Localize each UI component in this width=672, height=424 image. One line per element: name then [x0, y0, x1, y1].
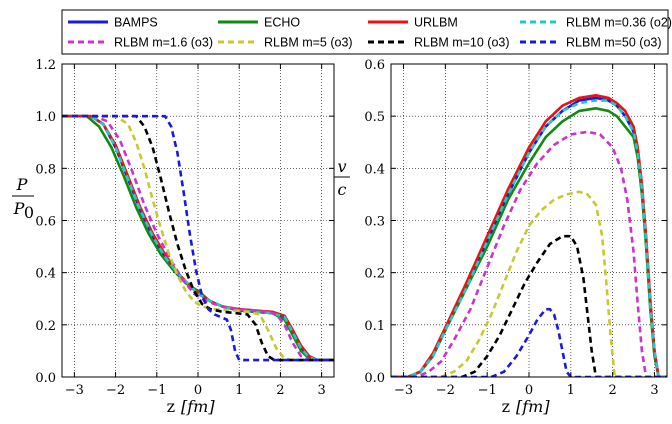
y-tick-label: 0.2 [35, 319, 56, 334]
y-tick-label: 0.5 [364, 110, 385, 125]
y-tick-label: 0.0 [364, 371, 385, 386]
y-tick-label: 0.4 [364, 162, 385, 177]
series-line-rlbm-m-0-36-o2- [391, 99, 667, 377]
series-line-rlbm-m-50-o3- [391, 307, 667, 377]
x-tick-label: −1 [478, 383, 497, 398]
x-tick-label: 2 [608, 383, 616, 398]
legend-label: RLBM m=0.36 (o2) [566, 16, 672, 30]
pressure-panel-ylabel: P P 0 [12, 175, 34, 222]
legend-frame [61, 9, 669, 55]
ylabel-denominator: c [338, 180, 347, 199]
legend-label: ECHO [264, 16, 300, 30]
legend-label: RLBM m=50 (o3) [566, 36, 662, 50]
ylabel-denominator-subscript: 0 [24, 203, 34, 222]
x-tick-label: 0 [525, 383, 533, 398]
y-tick-label: 0.0 [35, 371, 56, 386]
x-tick-label: −3 [65, 383, 84, 398]
series-group [391, 94, 667, 377]
y-tick-label: 0.4 [35, 267, 56, 282]
x-tick-label: 0 [194, 383, 202, 398]
x-tick-label: −2 [436, 383, 455, 398]
xlabel-unit: [fm] [516, 397, 550, 416]
ylabel-numerator: v [337, 157, 346, 176]
velocity-panel: −3 −2 −1 0 1 2 3 0.0 0.1 0.2 0.3 0.4 0.5 0.6 [364, 58, 668, 398]
series-group [62, 114, 334, 362]
velocity-panel-ylabel: v c [334, 157, 350, 199]
legend-label: RLBM m=1.6 (o3) [114, 36, 213, 50]
y-tick-label: 0.1 [364, 319, 385, 334]
legend-label: RLBM m=5 (o3) [264, 36, 353, 50]
series-line-rlbm-m-50-o3- [62, 114, 334, 362]
series-line-rlbm-m-10-o3- [62, 114, 334, 362]
ylabel-denominator: P [13, 199, 25, 218]
legend-label: BAMPS [114, 16, 158, 30]
y-tick-label: 1.2 [35, 58, 56, 73]
y-tick-label: 0.3 [364, 215, 385, 230]
x-tick-label: 3 [650, 383, 658, 398]
velocity-panel-xlabel: z [fm] [502, 397, 551, 416]
y-tick-label: 1.0 [35, 110, 56, 125]
series-line-rlbm-m-10-o3- [391, 234, 667, 377]
x-tick-label: −3 [394, 383, 413, 398]
legend: BAMPS ECHO URLBM RLBM m=0.36 (o2) RLBM m=1.6… [61, 9, 672, 55]
y-tick-label: 0.8 [35, 162, 56, 177]
x-tick-label: 1 [235, 383, 243, 398]
pressure-panel-xlabel: z [fm] [167, 397, 216, 416]
xlabel-unit: [fm] [181, 397, 215, 416]
legend-label: RLBM m=10 (o3) [414, 36, 510, 50]
series-line-rlbm-m-1-6-o3- [391, 130, 667, 377]
y-tick-label: 0.6 [35, 215, 56, 230]
series-line-rlbm-m-1-6-o3- [62, 114, 334, 362]
series-line-rlbm-m-5-o3- [391, 190, 667, 377]
xlabel-main: z [502, 397, 510, 416]
x-tick-label: 3 [317, 383, 325, 398]
y-tick-label: 0.6 [364, 58, 385, 73]
xlabel-main: z [167, 397, 175, 416]
legend-label: URLBM [414, 16, 458, 30]
ylabel-numerator: P [16, 175, 28, 194]
y-tick-label: 0.2 [364, 267, 385, 282]
x-tick-label: 2 [276, 383, 284, 398]
x-tick-label: −1 [147, 383, 166, 398]
x-tick-label: 1 [567, 383, 575, 398]
pressure-panel: −3 −2 −1 0 1 2 3 0.0 0.2 0.4 0.6 0.8 1.0 1.2 [35, 58, 335, 398]
x-tick-label: −2 [106, 383, 125, 398]
